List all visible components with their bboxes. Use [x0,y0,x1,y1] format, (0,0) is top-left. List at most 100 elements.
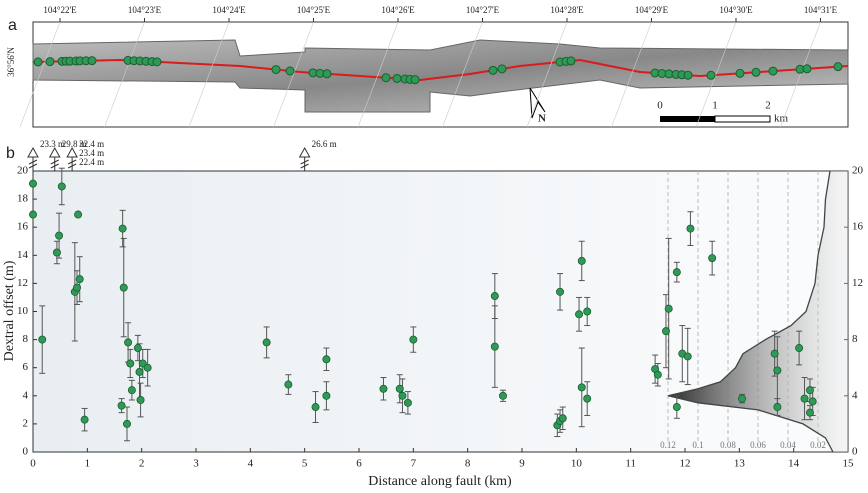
scale-tick: 1 [712,100,718,112]
y-tick-label: 20 [17,165,29,177]
point [135,367,144,376]
map-graticule [104,21,145,128]
point [773,403,782,412]
point [284,380,293,389]
point [770,349,779,358]
point [126,359,135,368]
point [653,370,662,379]
y2-tick-label: 4 [852,389,858,401]
y2-tick-label: 16 [852,221,864,233]
point [583,307,592,316]
offscale-arrow [298,146,311,158]
latitude-label: 36°56'N [6,47,16,77]
point [322,391,331,400]
map-site [392,73,402,83]
point [556,287,565,296]
y2-tick-label: 12 [852,277,863,289]
offscale-label: 23.4 m [79,148,104,158]
density-tick-label: 0.04 [780,440,796,450]
point [38,335,47,344]
density-tick-label: 0.06 [750,440,766,450]
point [311,403,320,412]
map-site [381,73,391,83]
y-tick-label: 0 [23,446,29,458]
point [136,396,145,405]
x-tick-label: 7 [411,458,417,470]
x-tick-label: 1 [85,458,91,470]
point [577,256,586,265]
map-site [566,56,576,66]
point [575,310,584,319]
point [664,304,673,313]
map-graticule [780,21,821,128]
y-tick-label: 6 [23,361,29,373]
point [583,394,592,403]
x-tick-label: 9 [519,458,525,470]
density-tick-label: 0.02 [810,440,826,450]
point [52,248,61,257]
point [773,366,782,375]
map-site [271,65,281,75]
fault-trace [32,58,849,82]
map-site [152,57,162,67]
scale-bar [714,115,771,123]
longitude-label: 104°30'E [719,5,753,15]
x-tick-label: 6 [356,458,362,470]
longitude-label: 104°26'E [381,5,415,15]
y-axis-title: Dextral offset (m) [2,260,17,361]
y-tick-label: 8 [23,333,29,345]
map-site [751,67,761,77]
y2-tick-label: 8 [852,333,858,345]
point [661,327,670,336]
map-site [768,66,778,76]
point [322,355,331,364]
offscale-arrow [27,146,39,158]
offscale-arrow [66,146,78,158]
point [124,338,133,347]
density-tick-label: 0.1 [692,440,703,450]
y-tick-label: 10 [17,305,29,317]
x-tick-label: 12 [680,458,691,470]
point [490,292,499,301]
point [672,403,681,412]
map-site [735,68,745,78]
point [738,394,747,403]
x-tick-label: 15 [843,458,855,470]
point [379,384,388,393]
offscale-label: 23.3 m [40,139,65,149]
point [558,414,567,423]
point [143,363,152,372]
point [57,182,66,191]
map-site [706,70,716,80]
map-graticule [188,21,230,128]
point [672,268,681,277]
y-tick-label: 18 [17,193,29,205]
point [127,386,136,395]
y2-tick-label: 20 [852,165,864,177]
map-site [285,66,295,76]
density-curve [667,170,834,453]
north-label: N [538,113,546,125]
point [74,210,83,219]
map-graticule [695,21,737,128]
point [73,283,82,292]
scale-tick: 2 [765,100,771,112]
point [398,391,407,400]
point [800,394,809,403]
y-tick-label: 12 [17,277,28,289]
north-arrow [529,87,546,119]
panel-label: b [6,145,15,162]
longitude-label: 104°27'E [466,5,500,15]
longitude-label: 104°22'E [43,5,77,15]
map-graticule [526,21,568,128]
x-tick-label: 10 [571,458,583,470]
axis-break [50,159,59,169]
map-site [488,65,498,75]
point [403,398,412,407]
point [409,335,418,344]
scale-unit: km [774,113,789,125]
longitude-label: 104°24'E [212,5,246,15]
x-tick-label: 4 [248,458,254,470]
x-tick-label: 13 [734,458,746,470]
point [28,179,37,188]
